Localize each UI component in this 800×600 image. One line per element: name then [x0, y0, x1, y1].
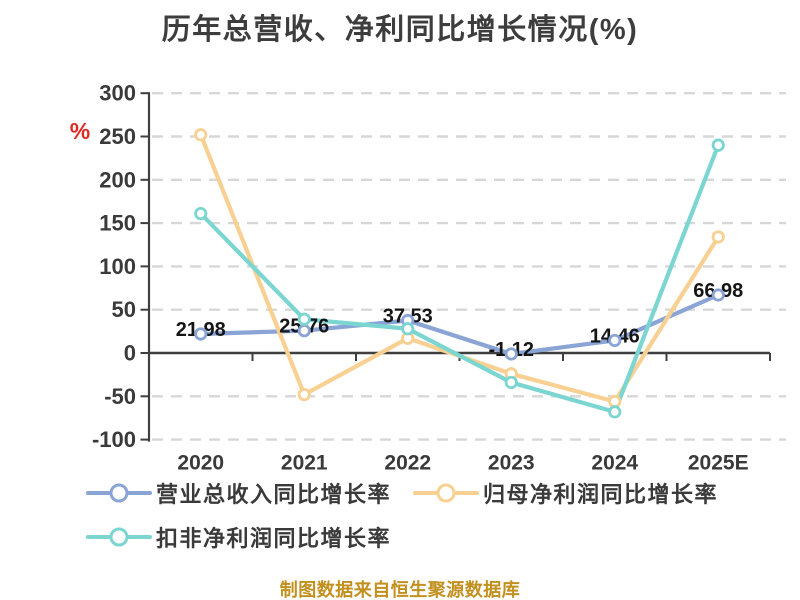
svg-text:2023: 2023 [488, 452, 535, 475]
svg-text:2024: 2024 [591, 452, 638, 475]
svg-text:150: 150 [99, 211, 136, 236]
legend-dot-icon [436, 483, 456, 503]
legend-item-non-gaap-profit-growth[interactable]: 扣非净利润同比增长率 [86, 525, 391, 551]
data-source-note: 制图数据来自恒生聚源数据库 [279, 580, 521, 600]
legend-dot-icon [109, 483, 129, 503]
svg-text:200: 200 [99, 167, 136, 192]
svg-text:250: 250 [99, 124, 136, 149]
legend-item-revenue-growth[interactable]: 营业总收入同比增长率 [86, 481, 391, 507]
svg-text:2021: 2021 [281, 452, 328, 475]
svg-text:300: 300 [99, 81, 136, 106]
page-title: 历年总营收、净利同比增长情况(%) [161, 14, 639, 46]
legend-line-marker [86, 527, 152, 547]
legend-label: 营业总收入同比增长率 [156, 482, 392, 507]
legend-dot-icon [109, 527, 129, 547]
svg-text:2022: 2022 [384, 452, 431, 475]
svg-text:2020: 2020 [177, 452, 224, 475]
legend-item-net-profit-growth[interactable]: 归母净利润同比增长率 [413, 481, 718, 507]
svg-text:0: 0 [124, 341, 136, 366]
svg-text:2025E: 2025E [688, 452, 749, 475]
y-axis-unit-label: % [70, 118, 90, 144]
svg-text:-50: -50 [104, 384, 136, 409]
svg-text:-100: -100 [92, 427, 136, 452]
legend-label: 归母净利润同比增长率 [483, 482, 719, 507]
legend-label: 扣非净利润同比增长率 [156, 526, 392, 551]
legend-line-marker [86, 483, 152, 503]
svg-text:100: 100 [99, 254, 136, 279]
svg-text:50: 50 [112, 297, 136, 322]
legend-line-marker [413, 483, 479, 503]
